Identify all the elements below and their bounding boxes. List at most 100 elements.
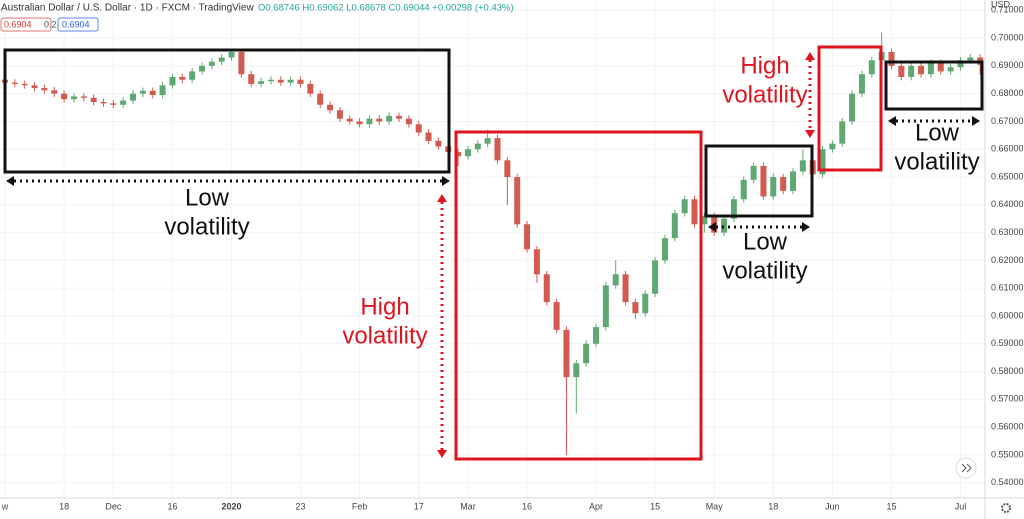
candle-body [297, 79, 304, 84]
candle-body [474, 143, 481, 150]
y-tick-label: 0.65000 [991, 171, 1024, 181]
candle-body [681, 199, 688, 214]
candle-body [110, 103, 117, 105]
candle-body [908, 65, 915, 77]
candle-body [484, 138, 491, 144]
x-tick-label: Jul [955, 501, 967, 511]
candle-body [346, 118, 353, 122]
candle-body [691, 199, 698, 225]
box [817, 45, 883, 172]
annotation: Low [915, 119, 960, 146]
y-tick-label: 0.62000 [991, 255, 1024, 265]
candle-body [80, 96, 87, 98]
box [884, 60, 984, 111]
candle-body [149, 90, 156, 96]
annotations: LowvolatilityHighvolatilityLowvolatility… [164, 52, 979, 349]
candle-body [602, 285, 609, 328]
arrow-head [437, 194, 447, 202]
candle-body [898, 65, 905, 77]
y-tick-label: 0.66000 [991, 144, 1024, 154]
candle-body [464, 149, 471, 157]
candle-body [41, 88, 48, 91]
candle-body [543, 274, 550, 303]
y-tick-label: 0.64000 [991, 199, 1024, 209]
candle-body [21, 83, 28, 86]
candle-body [336, 110, 343, 119]
candle-body [780, 177, 787, 191]
candle-body [957, 60, 964, 68]
candle-body [721, 218, 728, 233]
y-tick-label: 0.63000 [991, 227, 1024, 237]
annotation: volatility [722, 81, 807, 108]
badge[interactable] [57, 17, 99, 32]
candle-body [267, 79, 274, 82]
box [454, 130, 703, 461]
candle-body [790, 171, 796, 191]
scroll-icon [961, 463, 972, 473]
candle-body [583, 343, 590, 364]
y-tick-label: 0.55000 [991, 449, 1024, 459]
y-tick-label: 0.70000 [991, 32, 1024, 42]
candle-body [130, 93, 137, 101]
annotation: volatility [722, 257, 807, 284]
candle-body [435, 140, 442, 147]
candle-body [100, 101, 107, 104]
candle-body [701, 215, 708, 225]
candle-body [169, 76, 176, 86]
arrow-head [708, 222, 716, 232]
candle-body [937, 63, 944, 72]
candle-body [189, 71, 196, 80]
y-tick-label: 0.68000 [991, 88, 1024, 98]
candle-body [504, 160, 511, 178]
y-tick-label: 0.69000 [991, 60, 1024, 70]
candle-body [455, 152, 462, 157]
y-tick-label: 0.61000 [991, 283, 1024, 293]
y-tick-label: 0.56000 [991, 422, 1024, 432]
arrow-head [805, 52, 815, 60]
box [3, 48, 451, 174]
candle-body [829, 143, 836, 150]
candle-body [760, 165, 767, 197]
annotation: Low [185, 184, 230, 211]
y-tick-label: 0.54000 [991, 477, 1024, 487]
candle-body [258, 81, 265, 84]
settings-button[interactable] [1001, 503, 1011, 513]
candle-body [70, 96, 77, 100]
candle-body [327, 104, 334, 111]
arrow-head [6, 176, 14, 186]
y-tick-label: 0.71000 [991, 5, 1024, 15]
arrow-head [437, 450, 447, 458]
candle-body [307, 83, 314, 94]
badge-text: 0.2 [44, 19, 57, 29]
candle-body [849, 93, 856, 122]
x-tick-label: 17 [414, 501, 424, 511]
arrow-head [888, 116, 896, 126]
candle-body [967, 57, 974, 61]
candle-body [642, 293, 649, 314]
candle-body [573, 363, 580, 378]
x-tick-label: Jun [825, 501, 840, 511]
badge[interactable] [0, 17, 52, 32]
arrow-head [442, 176, 450, 186]
candle-body [61, 93, 68, 100]
candle-body [238, 51, 245, 75]
annotation: volatility [342, 322, 427, 349]
arrow-heads [6, 52, 980, 458]
box [704, 144, 814, 218]
candle-body [750, 165, 757, 180]
candle-body [514, 177, 521, 225]
candle-body [425, 132, 432, 141]
candle-body [356, 121, 363, 125]
y-tick-label: 0.57000 [991, 394, 1024, 404]
x-tick-label: 16 [522, 501, 532, 511]
ohlc-values: O0.68746 H0.69062 L0.68678 C0.69044 +0.0… [258, 3, 514, 14]
candle-body [533, 249, 540, 275]
candle-body [524, 224, 531, 250]
x-tick-label: 23 [295, 501, 305, 511]
candle-body [799, 160, 806, 172]
candle-body [494, 138, 501, 161]
candle-body [661, 238, 668, 261]
arrow-head [802, 222, 810, 232]
candle-body [671, 213, 678, 239]
